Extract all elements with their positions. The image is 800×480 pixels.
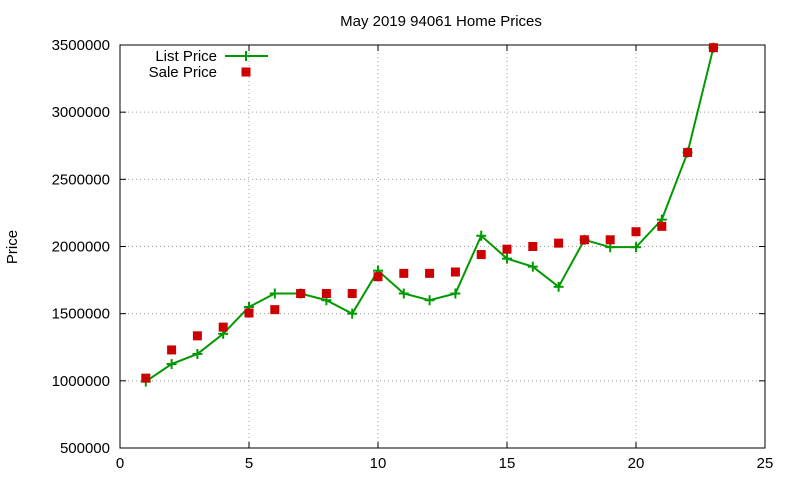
data-point <box>579 235 589 245</box>
y-tick-label: 2000000 <box>52 239 110 256</box>
data-point <box>476 230 487 241</box>
data-point <box>657 221 667 231</box>
x-tick-label: 15 <box>499 455 516 472</box>
data-point <box>192 331 202 341</box>
data-point <box>167 345 177 355</box>
x-tick-label: 10 <box>370 455 387 472</box>
data-point <box>244 308 254 318</box>
legend-marker <box>241 51 251 61</box>
data-point <box>527 261 538 272</box>
data-point <box>476 250 486 260</box>
data-point <box>347 289 357 299</box>
data-point <box>553 281 564 292</box>
series-line <box>145 47 715 383</box>
data-point <box>399 268 409 278</box>
data-point <box>218 322 228 332</box>
data-point <box>554 238 564 248</box>
y-tick-label: 500000 <box>60 440 110 457</box>
x-tick-label: 5 <box>245 455 253 472</box>
legend-label: Sale Price <box>149 64 217 81</box>
data-point <box>631 242 641 253</box>
data-point <box>605 235 615 245</box>
data-point <box>528 242 538 251</box>
data-point <box>708 43 718 53</box>
data-point <box>502 244 512 254</box>
y-tick-label: 1000000 <box>52 373 110 390</box>
y-tick-label: 1500000 <box>52 306 110 323</box>
data-point <box>321 289 331 299</box>
data-point <box>450 267 460 277</box>
data-point <box>373 272 383 282</box>
series-2 <box>141 43 718 383</box>
y-tick-label: 3000000 <box>52 104 110 121</box>
legend-marker <box>241 67 251 77</box>
series-1 <box>140 42 719 387</box>
y-tick-label: 3500000 <box>52 37 110 54</box>
series <box>140 42 719 387</box>
y-tick-label: 2500000 <box>52 171 110 188</box>
y-axis-label: Price <box>4 230 21 264</box>
x-tick-label: 0 <box>116 455 124 472</box>
data-point <box>683 147 693 157</box>
data-point <box>269 288 280 299</box>
data-point <box>270 305 280 315</box>
data-point <box>502 253 512 264</box>
chart-title: May 2019 94061 Home Prices <box>340 13 542 30</box>
data-point <box>347 308 358 319</box>
data-point <box>424 295 435 306</box>
axes: 500000 1000000 1500000 2000000 2500000 300000… <box>52 37 774 472</box>
legend-label: List Price <box>155 48 217 65</box>
data-point <box>398 288 409 299</box>
data-point <box>450 288 461 299</box>
data-point <box>425 268 435 278</box>
data-point <box>166 359 177 370</box>
grid <box>120 45 765 448</box>
data-point <box>631 227 641 237</box>
data-point <box>141 373 151 383</box>
x-tick-label: 25 <box>757 455 774 472</box>
x-tick-label: 20 <box>628 455 645 472</box>
data-point <box>296 289 306 299</box>
data-point <box>192 348 203 359</box>
